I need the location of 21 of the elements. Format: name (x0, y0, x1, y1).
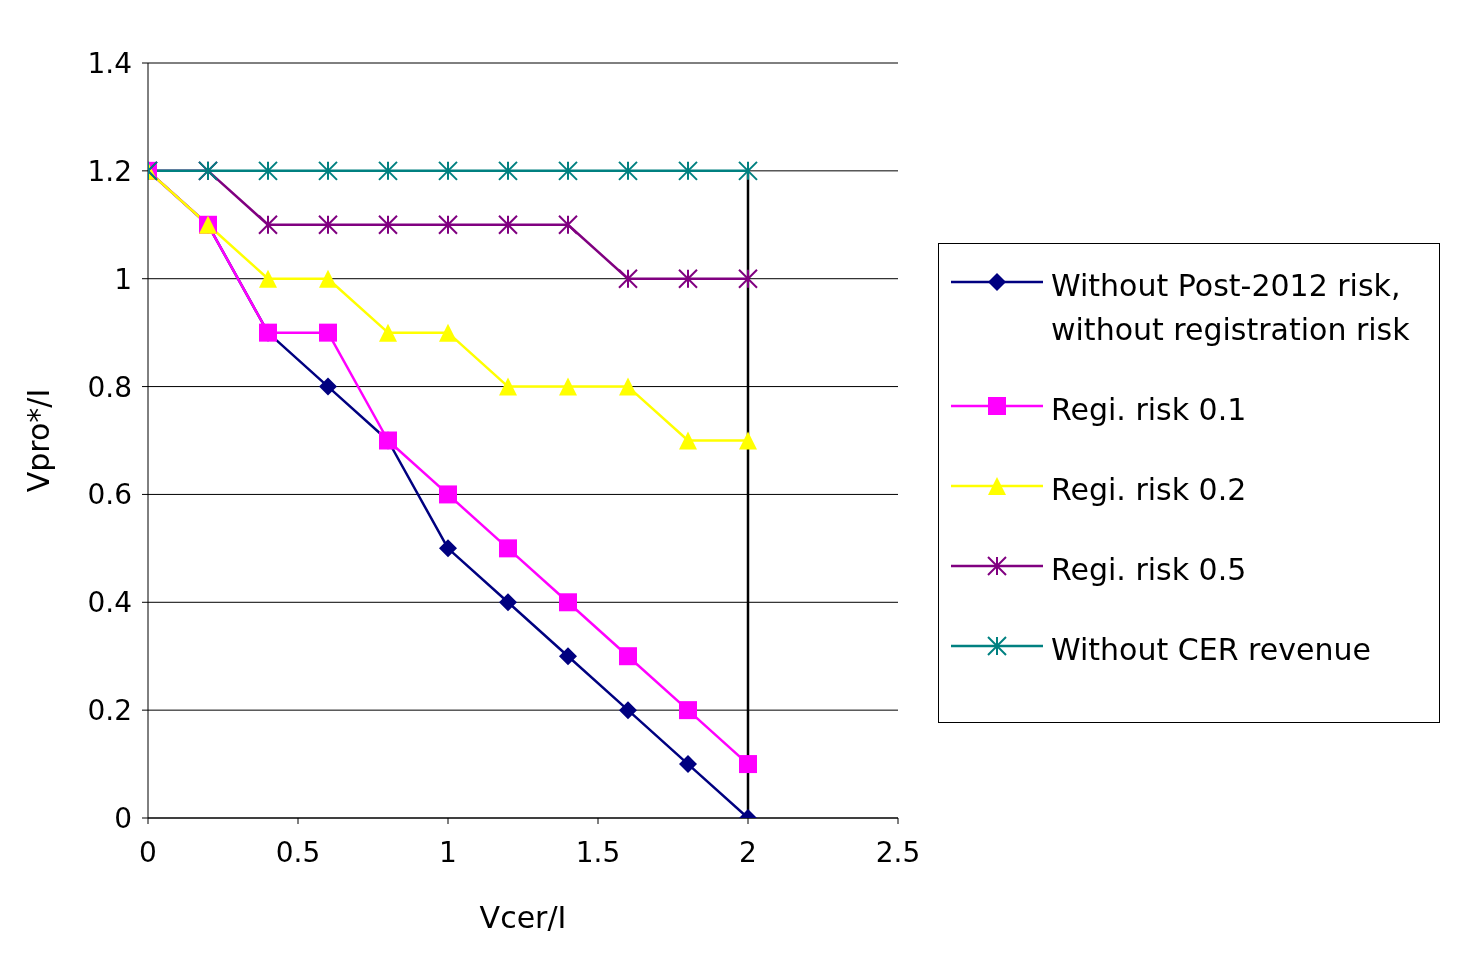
x-tick-label: 2 (739, 835, 757, 869)
y-tick-label: 0.2 (87, 694, 132, 728)
y-tick-label: 1 (114, 262, 132, 296)
legend-label: Regi. risk 0.5 (1051, 551, 1247, 589)
y-tick-label: 0.6 (87, 478, 132, 512)
x-tick-label: 0.5 (275, 835, 321, 869)
legend-label: Regi. risk 0.2 (1051, 471, 1247, 509)
y-axis-title: Vpro*/I (20, 388, 56, 493)
x-tick-label: 2.5 (875, 835, 921, 869)
y-tick-label: 0 (114, 801, 132, 835)
x-tick-label: 1.5 (575, 835, 621, 869)
y-tick-label: 1.4 (87, 46, 132, 80)
x-axis-title: Vcer/I (479, 900, 567, 935)
y-tick-label: 1.2 (87, 154, 132, 188)
legend-label: Regi. risk 0.1 (1051, 391, 1247, 429)
x-tick-label: 1 (439, 835, 457, 869)
y-tick-label: 0.4 (87, 586, 132, 620)
legend-label: Without Post-2012 risk, without registration risk (1051, 267, 1411, 349)
x-tick-label: 0 (139, 835, 157, 869)
y-tick-label: 0.8 (87, 370, 132, 404)
legend-label: Without CER revenue (1051, 631, 1371, 669)
